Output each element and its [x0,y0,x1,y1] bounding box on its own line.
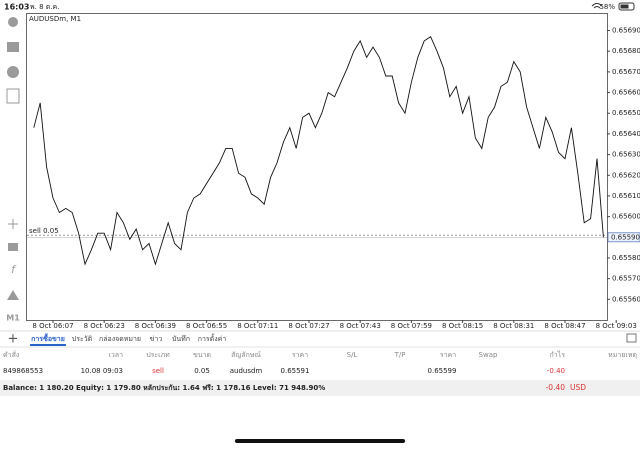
timeframe-icon[interactable]: M1 [6,314,20,323]
y-tick-label: 0.65670 [612,68,640,76]
y-tick-label: 0.65570 [612,275,640,283]
x-tick-label: 8 Oct 08:47 [544,322,585,330]
price-line-series [33,36,604,266]
column-header: สัญลักษณ์ [231,351,261,359]
summary-bg [0,380,640,396]
cell: audusdm [230,367,263,375]
x-tick-label: 8 Oct 08:31 [493,322,534,330]
y-tick-label: 0.65630 [612,151,640,159]
x-tick-label: 8 Oct 06:55 [186,322,227,330]
y-tick-label: 0.65600 [612,213,640,221]
cell: 849868553 [3,367,43,375]
battery-icon [618,2,635,11]
chart-title: AUDUSDm, M1 [29,15,81,23]
status-date: พ. 8 ต.ค. [30,3,59,11]
chat-icon[interactable] [7,66,19,78]
new-order-icon[interactable] [6,88,20,104]
y-tick-label: 0.65690 [612,27,640,35]
tab-bar: การซื้อขาย ประวัติ กล่องจดหมาย ข่าว บันทึก กา… [30,332,226,346]
add-icon[interactable]: + [8,332,19,347]
tab[interactable]: ข่าว [150,335,163,343]
cell: 10.08 09:03 [81,367,123,375]
cell: 0.05 [194,367,210,375]
chart: 0.65560 0.65570 0.65580 0.65600 0.65610 0.656… [27,27,640,330]
price-box [607,232,640,243]
column-header: ราคา [292,351,308,359]
wifi-icon [591,3,603,9]
x-tick-label: 8 Oct 06:23 [84,322,125,330]
home-indicator [235,439,405,443]
trade-icon[interactable] [7,42,19,52]
column-header: ขนาด [193,351,211,359]
x-tick-label: 8 Oct 06:07 [32,322,73,330]
battery-level [620,4,629,9]
battery-text: 58% [599,3,615,11]
y-tick-label: 0.65610 [612,192,640,200]
chart-type-icon[interactable] [8,243,18,251]
y-tick-label: 0.65560 [612,295,640,303]
cell: -0.40 [547,367,565,375]
total-profit: -0.40 [546,383,566,392]
column-header: เวลา [108,351,123,359]
y-tick-label: 0.65660 [612,89,640,97]
x-tick-label: 8 Oct 06:39 [135,322,176,330]
column-header: หมายเหตุ [608,351,637,359]
x-tick-label: 8 Oct 07:11 [237,322,278,330]
plot-frame [26,13,608,321]
x-tick-label: 8 Oct 07:27 [288,322,329,330]
column-header: ประเภท [146,351,170,359]
column-header: คำสั่ง [3,350,19,359]
cell: sell [152,367,164,375]
account-icon[interactable] [8,17,18,27]
tab[interactable]: กล่องจดหมาย [99,335,141,343]
x-tick-label: 8 Oct 07:59 [391,322,432,330]
indicator-icon[interactable]: f [11,263,17,276]
cell: 0.65591 [281,367,310,375]
x-tick-label: 8 Oct 07:43 [340,322,381,330]
column-header: Swap [479,351,498,359]
column-header: ราคา [440,351,456,359]
column-header: T/P [394,351,406,359]
y-tick-label: 0.65620 [612,171,640,179]
status-time: 16:03 [4,3,29,12]
toolbar: f M1 [6,17,20,323]
objects-icon[interactable] [7,290,19,300]
x-tick-label: 8 Oct 09:03 [596,322,637,330]
currency: USD [570,383,586,392]
column-header: กำไร [550,350,566,359]
x-tick-label: 8 Oct 08:15 [442,322,483,330]
orders-table: คำสั่ง เวลา ประเภท ขนาด สัญลักษณ์ ราคา S/L T/P ร… [0,350,640,379]
tab[interactable]: ประวัติ [72,335,93,343]
cell: 0.65599 [428,367,457,375]
panel-icon[interactable] [626,333,637,343]
tab[interactable]: การตั้งค่า [198,332,227,343]
y-tick-label: 0.65650 [612,109,640,117]
y-tick-label: 0.65580 [612,254,640,262]
y-tick-label: 0.65680 [612,47,640,55]
tab-underline [30,344,66,346]
order-label: sell 0.05 [29,227,59,235]
column-header: S/L [347,351,358,359]
price-label: 0.65590 [611,233,640,241]
tab[interactable]: บันทึก [172,334,190,343]
crosshair-icon[interactable] [8,219,18,229]
tab[interactable]: การซื้อขาย [31,332,65,343]
row-bg[interactable] [0,364,640,379]
y-tick-label: 0.65640 [612,130,640,138]
account-summary: Balance: 1 180.20 Equity: 1 179.80 หลักป… [3,384,325,392]
